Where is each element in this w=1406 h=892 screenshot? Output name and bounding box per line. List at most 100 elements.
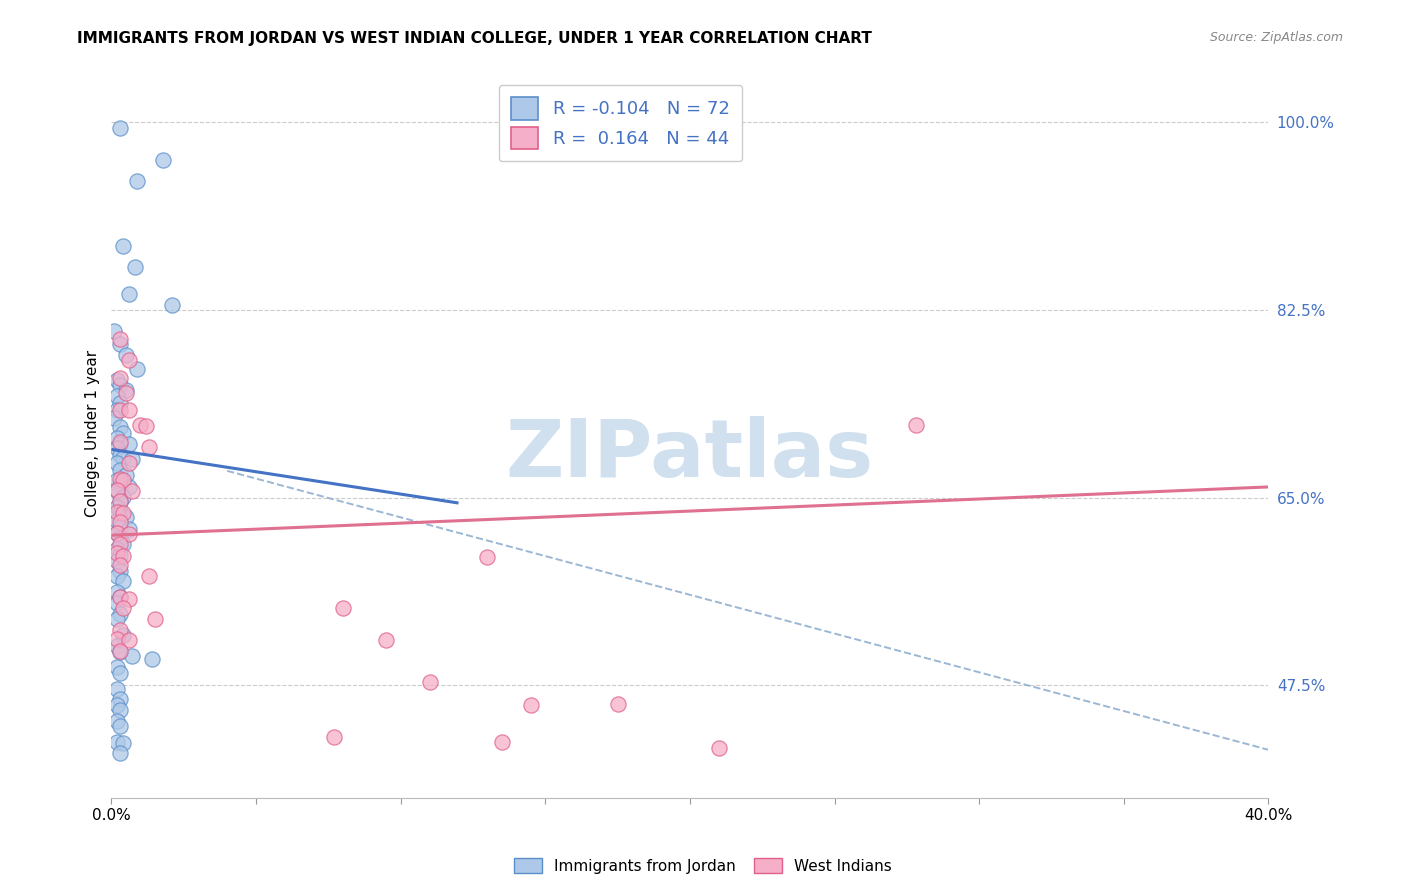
Point <box>111 238 134 252</box>
Point <box>108 719 131 733</box>
Point <box>118 633 141 648</box>
Point <box>108 746 131 760</box>
Point <box>105 505 128 519</box>
Point <box>124 260 146 274</box>
Point <box>108 516 131 530</box>
Point <box>108 472 131 486</box>
Point <box>118 591 141 606</box>
Point <box>108 420 131 434</box>
Point <box>108 558 131 573</box>
Point <box>111 601 134 615</box>
Point <box>108 645 131 659</box>
Point <box>491 735 513 749</box>
Point <box>105 714 128 728</box>
Point <box>138 440 160 454</box>
Point <box>111 506 134 520</box>
Point <box>105 373 128 387</box>
Point <box>108 505 131 519</box>
Point <box>108 463 131 477</box>
Point <box>115 468 138 483</box>
Point <box>105 514 128 528</box>
Point <box>115 384 138 398</box>
Point <box>111 628 134 642</box>
Point <box>108 332 131 346</box>
Point <box>141 651 163 665</box>
Point <box>108 519 131 533</box>
Point <box>105 612 128 626</box>
Point <box>108 532 131 546</box>
Point <box>419 675 441 690</box>
Point <box>108 564 131 578</box>
Point <box>105 500 128 515</box>
Point <box>118 522 141 536</box>
Point <box>105 542 128 557</box>
Point <box>105 526 128 541</box>
Point <box>105 484 128 499</box>
Point <box>105 554 128 568</box>
Point <box>108 591 131 605</box>
Point <box>115 510 138 524</box>
Legend: R = -0.104   N = 72, R =  0.164   N = 44: R = -0.104 N = 72, R = 0.164 N = 44 <box>499 85 742 161</box>
Point <box>121 649 143 664</box>
Point <box>108 402 131 417</box>
Point <box>105 596 128 610</box>
Point <box>118 402 141 417</box>
Point <box>111 549 134 563</box>
Text: IMMIGRANTS FROM JORDAN VS WEST INDIAN COLLEGE, UNDER 1 YEAR CORRELATION CHART: IMMIGRANTS FROM JORDAN VS WEST INDIAN CO… <box>77 31 872 46</box>
Point <box>105 526 128 541</box>
Point <box>108 477 131 491</box>
Point <box>606 697 628 711</box>
Point <box>707 740 730 755</box>
Point <box>111 537 134 551</box>
Point <box>111 490 134 504</box>
Point <box>323 730 346 744</box>
Point <box>105 431 128 445</box>
Point <box>111 426 134 441</box>
Point <box>115 385 138 400</box>
Point <box>105 660 128 674</box>
Point <box>105 681 128 696</box>
Point <box>108 607 131 621</box>
Point <box>103 324 125 338</box>
Point <box>118 437 141 451</box>
Text: Source: ZipAtlas.com: Source: ZipAtlas.com <box>1209 31 1343 45</box>
Point <box>111 574 134 589</box>
Point <box>118 286 141 301</box>
Legend: Immigrants from Jordan, West Indians: Immigrants from Jordan, West Indians <box>508 852 898 880</box>
Point <box>108 548 131 562</box>
Point <box>118 353 141 368</box>
Point <box>108 370 131 384</box>
Point <box>108 665 131 680</box>
Point <box>105 735 128 749</box>
Point <box>108 591 131 605</box>
Point <box>118 480 141 494</box>
Y-axis label: College, Under 1 year: College, Under 1 year <box>86 350 100 516</box>
Point <box>108 337 131 351</box>
Point <box>118 527 141 541</box>
Point <box>138 569 160 583</box>
Point <box>111 474 134 488</box>
Point <box>105 698 128 712</box>
Point <box>520 698 543 712</box>
Point <box>121 484 143 499</box>
Point <box>105 632 128 647</box>
Point <box>135 418 157 433</box>
Point <box>160 297 183 311</box>
Point <box>118 456 141 470</box>
Point <box>108 437 131 451</box>
Point <box>105 569 128 583</box>
Point <box>105 483 128 497</box>
Point <box>143 612 166 626</box>
Point <box>111 736 134 750</box>
Point <box>332 601 354 615</box>
Point <box>108 623 131 637</box>
Point <box>108 396 131 410</box>
Point <box>103 411 125 425</box>
Point <box>108 644 131 658</box>
Point <box>111 450 134 465</box>
Point <box>108 703 131 717</box>
Point <box>105 474 128 488</box>
Point <box>108 448 131 462</box>
Point <box>127 174 149 188</box>
Point <box>105 389 128 403</box>
